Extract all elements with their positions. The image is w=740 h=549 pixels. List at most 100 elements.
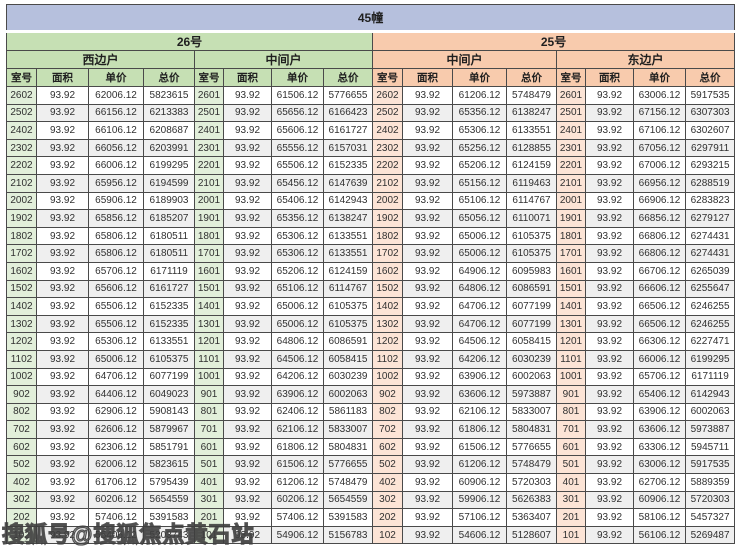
area-cell: 93.92 (223, 138, 272, 158)
table-row: 802 93.92 62906.12 5908143 801 93.92 62406.12 5… (6, 402, 736, 422)
unitprice-cell: 58106.12 (633, 508, 686, 527)
area-cell: 93.92 (223, 191, 272, 211)
totalprice-cell: 5457327 (684, 508, 736, 527)
room-cell: 1901 (194, 209, 224, 228)
col-header-unitprice: 单价 (271, 68, 324, 87)
table-row: 1602 93.92 65706.12 6171119 1601 93.92 65206.1… (6, 261, 736, 281)
area-cell: 93.92 (585, 473, 634, 492)
totalprice-cell: 6105375 (323, 314, 373, 334)
table-row: 1102 93.92 65006.12 6105375 1101 93.92 64506.1… (6, 349, 736, 369)
col-header-area: 面积 (36, 68, 89, 87)
room-cell: 2402 (372, 121, 403, 140)
area-cell: 93.92 (402, 437, 453, 457)
room-cell: 102 (6, 525, 37, 545)
unitprice-cell: 67056.12 (633, 138, 686, 158)
table-row: 602 93.92 62306.12 5851791 601 93.92 61806.12 5… (6, 437, 736, 457)
totalprice-cell: 5720303 (506, 473, 557, 492)
totalprice-cell: 5804831 (323, 437, 373, 457)
unitprice-cell: 57406.12 (271, 508, 324, 527)
room-cell: 2102 (372, 173, 403, 193)
unitprice-cell: 63606.12 (633, 420, 686, 439)
totalprice-cell: 6002063 (323, 385, 373, 404)
room-cell: 901 (556, 385, 586, 404)
unitprice-cell: 65006.12 (271, 297, 324, 316)
totalprice-cell: 6180511 (143, 244, 195, 263)
unitprice-cell: 64706.12 (452, 314, 507, 334)
room-cell: 1802 (6, 226, 37, 246)
room-cell: 2301 (194, 138, 224, 158)
unitprice-cell: 65106.12 (452, 191, 507, 211)
unitprice-cell: 65356.12 (452, 103, 507, 123)
col-header-area: 面积 (585, 68, 634, 87)
room-cell: 1102 (6, 349, 37, 369)
totalprice-cell: 5804831 (506, 420, 557, 439)
unitprice-cell: 65606.12 (271, 121, 324, 140)
area-cell: 93.92 (402, 508, 453, 527)
area-cell: 93.92 (223, 261, 272, 281)
unitprice-cell: 65306.12 (88, 332, 144, 351)
totalprice-cell: 6142943 (323, 191, 373, 211)
area-cell: 93.92 (402, 349, 453, 369)
area-cell: 93.92 (585, 349, 634, 369)
room-cell: 1501 (556, 279, 586, 299)
totalprice-cell: 5269487 (684, 525, 736, 545)
room-cell: 2302 (6, 138, 37, 158)
unitprice-cell: 65856.12 (88, 209, 144, 228)
totalprice-cell: 6208687 (143, 121, 195, 140)
totalprice-cell: 5626383 (506, 490, 557, 510)
unitprice-cell: 62606.12 (88, 420, 144, 439)
area-cell: 93.92 (36, 385, 89, 404)
unitprice-cell: 67006.12 (633, 156, 686, 175)
col-header-total: 总价 (684, 68, 736, 87)
totalprice-cell: 6166423 (323, 103, 373, 123)
area-cell: 93.92 (223, 508, 272, 527)
unitprice-cell: 65106.12 (271, 279, 324, 299)
totalprice-cell: 6114767 (506, 191, 557, 211)
room-cell: 1901 (556, 209, 586, 228)
totalprice-cell: 6030239 (323, 367, 373, 387)
room-cell: 401 (556, 473, 586, 492)
unitprice-cell: 65606.12 (88, 279, 144, 299)
totalprice-cell: 6297911 (684, 138, 736, 158)
unitprice-cell: 62906.12 (88, 402, 144, 422)
room-cell: 1601 (556, 261, 586, 281)
unitprice-cell: 61206.12 (271, 473, 324, 492)
totalprice-cell: 5833007 (323, 420, 373, 439)
room-cell: 2201 (556, 156, 586, 175)
unit-header-east: 东边户 (555, 50, 736, 69)
area-cell: 93.92 (585, 191, 634, 211)
totalprice-cell: 5917535 (684, 86, 736, 105)
totalprice-cell: 6105375 (143, 349, 195, 369)
totalprice-cell: 5973887 (506, 385, 557, 404)
area-cell: 93.92 (402, 244, 453, 263)
totalprice-cell: 5654559 (323, 490, 373, 510)
room-cell: 1002 (372, 367, 403, 387)
room-cell: 801 (194, 402, 224, 422)
table-row: 2402 93.92 66106.12 6208687 2401 93.92 65606.1… (6, 121, 736, 140)
unitprice-cell: 67156.12 (633, 103, 686, 123)
totalprice-cell: 5128607 (506, 525, 557, 545)
unitprice-cell: 66806.12 (633, 226, 686, 246)
totalprice-cell: 6133551 (506, 121, 557, 140)
totalprice-cell: 5889359 (684, 473, 736, 492)
unitprice-cell: 61506.12 (452, 437, 507, 457)
unitprice-cell: 54606.12 (452, 525, 507, 545)
room-cell: 2401 (194, 121, 224, 140)
totalprice-cell: 6124159 (506, 156, 557, 175)
area-cell: 93.92 (36, 508, 89, 527)
unitprice-cell: 63006.12 (633, 455, 686, 475)
room-cell: 2602 (6, 86, 37, 105)
room-cell: 702 (372, 420, 403, 439)
area-cell: 93.92 (402, 455, 453, 475)
totalprice-cell: 6142943 (684, 385, 736, 404)
room-cell: 1102 (372, 349, 403, 369)
area-cell: 93.92 (402, 297, 453, 316)
totalprice-cell: 6030239 (506, 349, 557, 369)
room-cell: 1401 (556, 297, 586, 316)
table-row: 2302 93.92 66056.12 6203991 2301 93.92 65556.1… (6, 138, 736, 158)
area-cell: 93.92 (36, 473, 89, 492)
col-header-room: 室号 (194, 68, 224, 87)
unitprice-cell: 64706.12 (452, 297, 507, 316)
room-cell: 101 (556, 525, 586, 545)
area-cell: 93.92 (223, 402, 272, 422)
